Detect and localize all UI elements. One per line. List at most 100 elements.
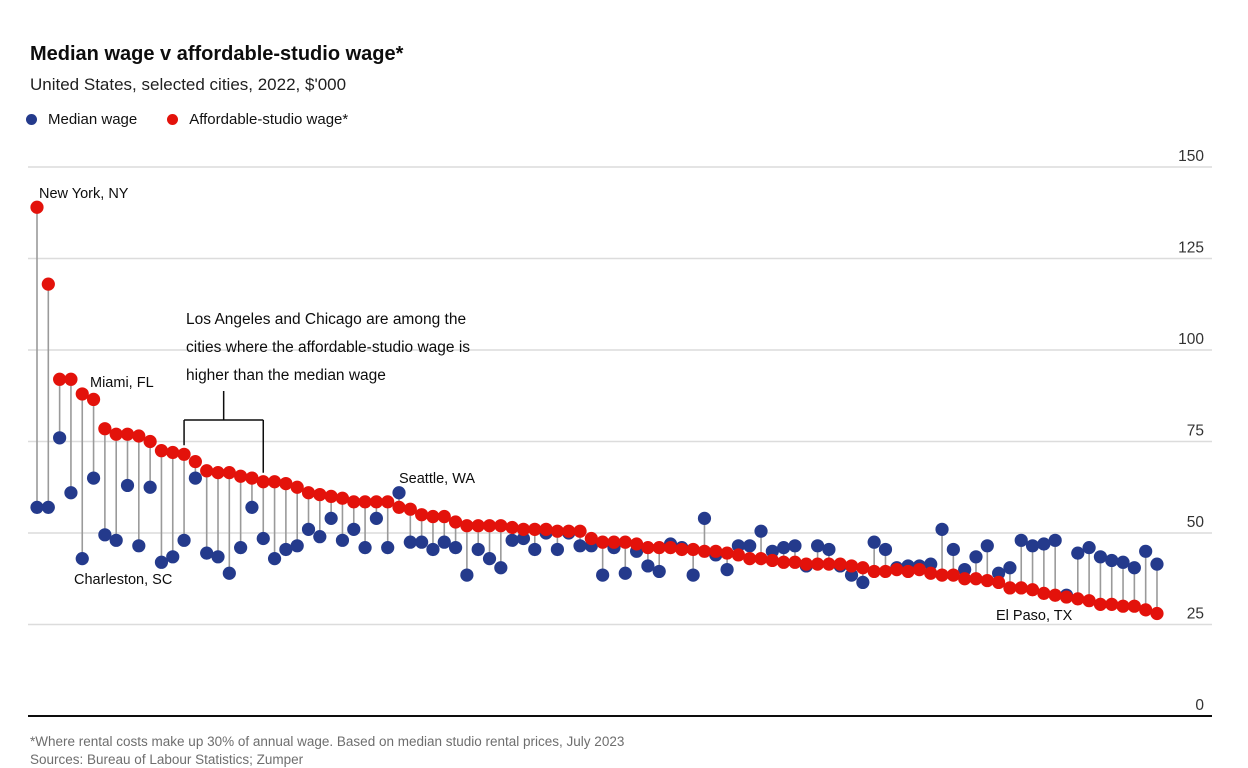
affordable-studio-wage-dot <box>675 542 689 557</box>
affordable-studio-wage-dot <box>200 464 214 478</box>
annotation-text-line: cities where the affordable-studio wage … <box>186 339 470 356</box>
affordable-studio-wage-dot <box>256 475 270 489</box>
median-wage-dot <box>618 566 632 580</box>
affordable-studio-wage-dot <box>935 568 949 582</box>
affordable-studio-wage-dot <box>663 541 678 555</box>
median-wage-dot <box>1150 557 1164 571</box>
affordable-studio-wage-dot <box>731 548 746 562</box>
affordable-studio-wage-dot <box>788 555 802 569</box>
affordable-studio-wage-dot <box>86 392 101 407</box>
median-wage-dot <box>313 530 327 544</box>
affordable-studio-wage-dot <box>969 572 983 586</box>
affordable-studio-wage-dot <box>743 552 757 566</box>
affordable-studio-wage-dot <box>720 546 734 560</box>
median-wage-dot <box>448 541 463 555</box>
median-wage-dot <box>1014 533 1028 547</box>
median-wage-dot <box>222 566 236 580</box>
median-wage-dot <box>867 535 881 549</box>
median-wage-dot <box>1105 553 1119 568</box>
median-wage-dot <box>573 539 587 553</box>
affordable-studio-wage-dot <box>64 372 78 386</box>
affordable-studio-wage-dot <box>1048 588 1062 602</box>
affordable-studio-wage-dot <box>460 519 474 533</box>
median-wage-dot <box>1037 537 1051 551</box>
affordable-studio-wage-dot <box>471 519 485 533</box>
median-wage-dot <box>810 539 825 553</box>
median-wage-dot <box>822 542 836 557</box>
affordable-studio-wage-dot <box>369 495 383 509</box>
legend-item-median-wage: Median wage <box>26 111 137 128</box>
affordable-studio-wage-dot <box>958 572 972 586</box>
affordable-studio-wage-dot <box>426 509 440 524</box>
median-wage-dot <box>788 539 802 553</box>
median-wage-dot <box>177 533 191 547</box>
affordable-studio-wage-dot <box>618 535 632 549</box>
y-tick-label: 0 <box>1195 697 1204 714</box>
affordable-studio-wage-dot <box>1082 594 1096 608</box>
median-wage-dot <box>200 546 214 560</box>
median-wage-dot <box>980 539 994 553</box>
affordable-studio-wage-dot-icon <box>167 114 179 125</box>
median-wage-dot-icon <box>26 114 37 125</box>
median-wage-dot <box>765 544 779 558</box>
median-wage-dot <box>30 500 44 514</box>
median-wage-dot <box>1048 533 1062 547</box>
median-wage-dot <box>188 471 202 485</box>
city-label-new-york: New York, NY <box>39 186 129 202</box>
median-wage-dot <box>234 541 248 555</box>
chart-subtitle: United States, selected cities, 2022, $'… <box>30 75 347 94</box>
median-wage-dot <box>731 539 746 553</box>
affordable-studio-wage-dot <box>1150 606 1164 621</box>
affordable-studio-wage-dot <box>890 563 904 577</box>
affordable-studio-wage-dot <box>992 575 1006 590</box>
median-wage-dot <box>505 533 519 547</box>
affordable-studio-wage-dot <box>810 557 825 571</box>
affordable-studio-wage-dot <box>381 495 395 509</box>
affordable-studio-wage-dot <box>313 487 327 502</box>
median-wage-dot <box>471 542 485 557</box>
median-wage-dot <box>347 522 361 536</box>
median-wage-dot <box>1093 550 1108 564</box>
affordable-studio-wage-dot <box>539 522 553 536</box>
affordable-studio-wage-dot <box>516 522 531 536</box>
city-label-el-paso: El Paso, TX <box>996 608 1073 624</box>
affordable-studio-wage-dot <box>403 502 417 516</box>
city-label-miami: Miami, FL <box>90 375 154 391</box>
footnote: *Where rental costs make up 30% of annua… <box>30 734 625 749</box>
affordable-studio-wage-dot <box>482 519 497 533</box>
median-wage-dot <box>437 535 451 549</box>
affordable-studio-wage-dot <box>41 277 55 291</box>
median-wage-dot <box>946 542 960 557</box>
median-wage-dot <box>132 539 146 553</box>
median-wage-dot <box>550 542 564 557</box>
median-wage-dot <box>358 541 372 555</box>
affordable-studio-wage-dot <box>550 524 564 538</box>
median-wage-dot <box>878 542 893 557</box>
affordable-studio-wage-dot <box>528 522 542 536</box>
median-wage-dot <box>403 535 417 549</box>
median-wage-dot <box>754 524 768 538</box>
median-wage-dot <box>494 561 508 575</box>
median-wage-dot <box>460 568 474 582</box>
median-wage-dot <box>41 500 55 514</box>
affordable-studio-wage-dot <box>686 542 700 557</box>
median-wage-dot <box>482 552 497 566</box>
affordable-studio-wage-dot <box>505 520 519 535</box>
median-wage-dot <box>369 511 383 525</box>
median-wage-dot <box>75 552 89 566</box>
affordable-studio-wage-dot <box>641 541 655 555</box>
median-wage-dot <box>245 500 259 514</box>
median-wage-dot <box>969 550 983 564</box>
median-wage-dot <box>166 550 180 564</box>
median-wage-dot <box>64 486 78 500</box>
affordable-studio-wage-dot <box>607 535 621 549</box>
affordable-studio-wage-dot <box>392 500 406 514</box>
median-wage-dot <box>924 557 938 571</box>
median-wage-dot <box>392 486 406 500</box>
median-wage-dot <box>154 555 169 569</box>
affordable-studio-wage-dot <box>562 524 576 538</box>
affordable-studio-wage-dot <box>437 509 451 524</box>
affordable-studio-wage-dot <box>629 537 644 551</box>
median-wage-dot <box>1139 544 1153 558</box>
